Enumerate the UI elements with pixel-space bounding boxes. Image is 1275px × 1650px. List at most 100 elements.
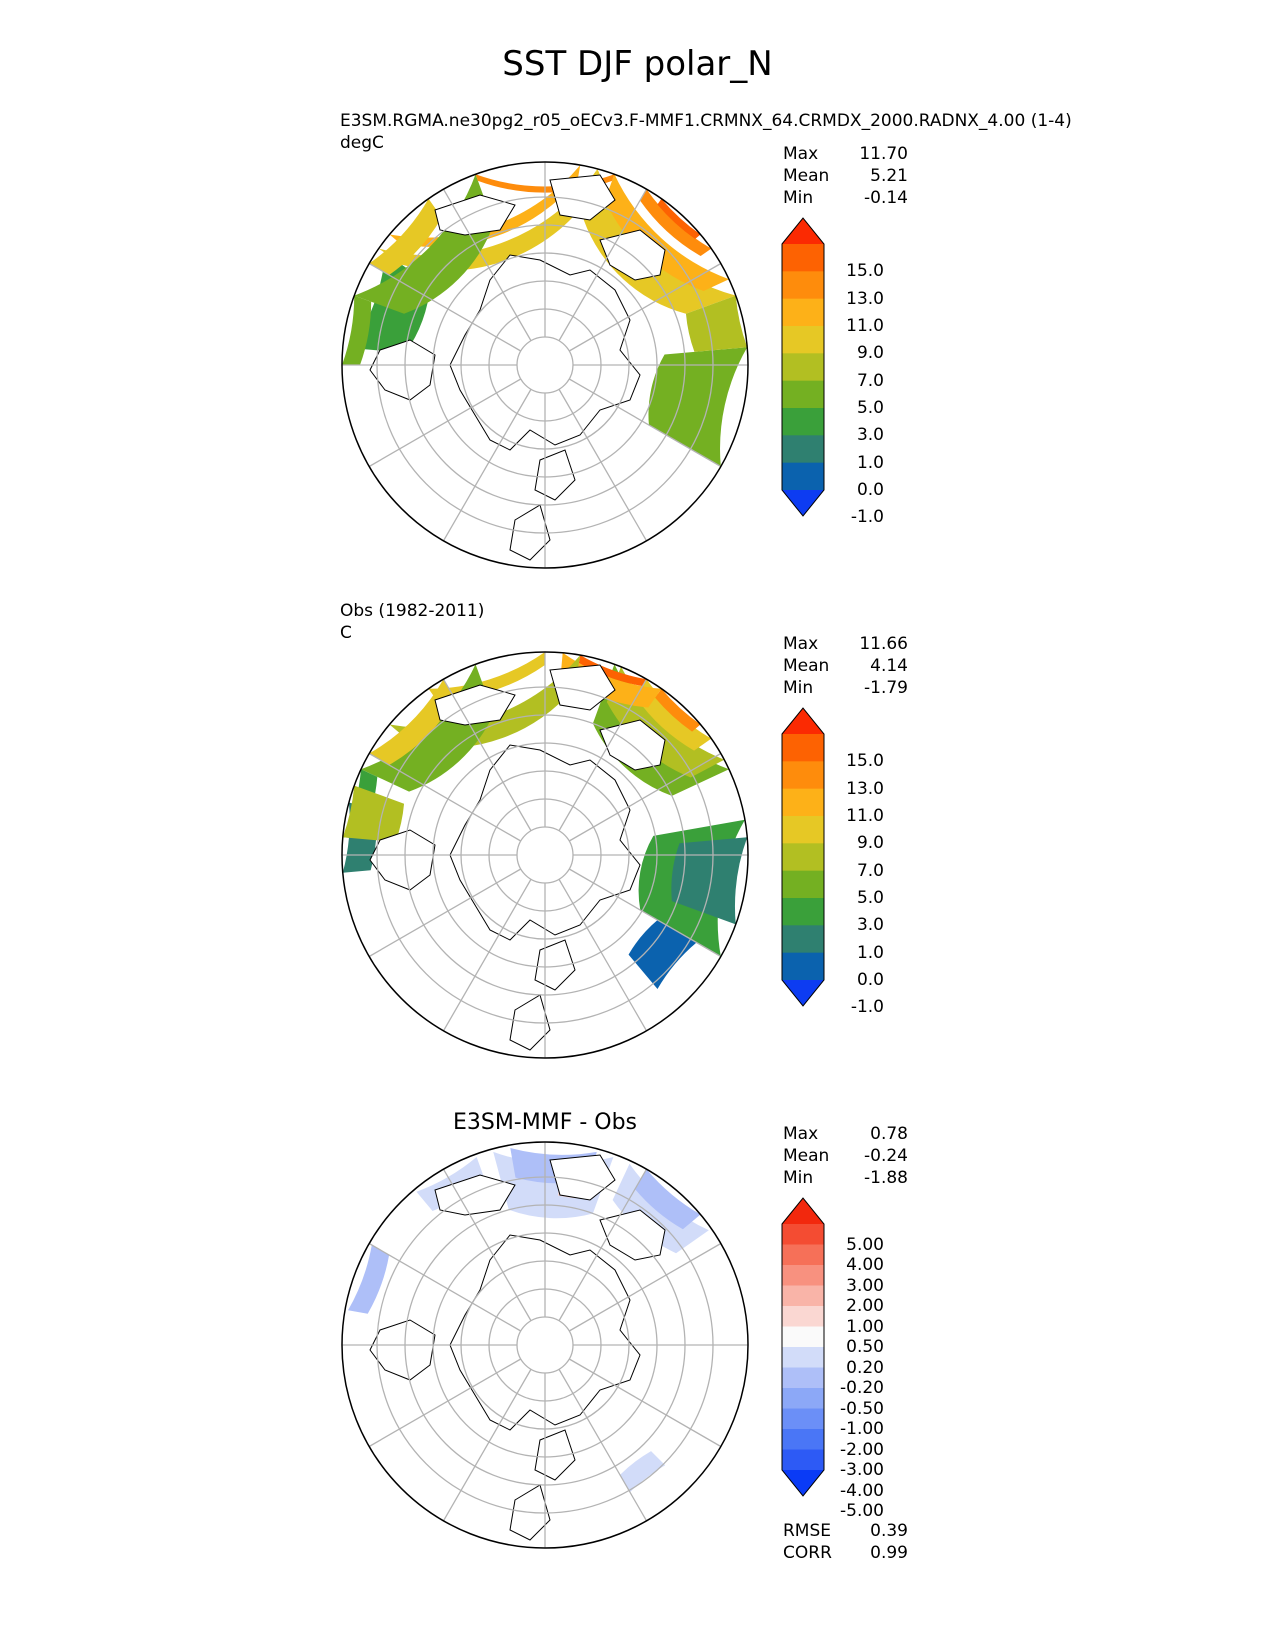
diff-colorbar-tick-label: -0.20 bbox=[840, 1378, 884, 1398]
obs-stat-mean-label: Mean bbox=[783, 656, 830, 676]
obs-meridian bbox=[368, 868, 522, 958]
diff-field-patch bbox=[416, 1157, 486, 1211]
model-colorbar-segment bbox=[782, 298, 824, 327]
model-graticule bbox=[342, 162, 748, 568]
obs-stat-min-value: -1.79 bbox=[864, 678, 908, 698]
obs-colorbar-extend-max bbox=[782, 708, 824, 734]
model-meridian bbox=[568, 262, 722, 352]
diff-colorbar-segment bbox=[782, 1265, 824, 1286]
obs-meridian bbox=[558, 678, 648, 832]
diff-stat-mean-label: Mean bbox=[783, 1146, 830, 1166]
obs-colorbar-tick-label: -1.0 bbox=[850, 997, 884, 1018]
model-colorbar-segment bbox=[782, 380, 824, 409]
model-colorbar-extend-max bbox=[782, 218, 824, 244]
model-colorbar-tick-label: 5.0 bbox=[856, 398, 884, 418]
obs-colorbar-tick-label: 0.0 bbox=[856, 970, 884, 990]
model-units-label: degC bbox=[340, 133, 384, 153]
model-stat-max-label: Max bbox=[783, 144, 819, 164]
model-colorbar-tick-label: 9.0 bbox=[856, 343, 884, 364]
diff-meridian bbox=[558, 1168, 648, 1322]
model-meridian bbox=[442, 188, 532, 342]
model-field-patch bbox=[685, 295, 748, 352]
obs-colorbar-segment bbox=[782, 843, 824, 872]
diff-colorbar-tick-label: 3.00 bbox=[846, 1275, 884, 1296]
model-colorbar-tick-label: 1.0 bbox=[856, 452, 884, 473]
obs-stat-max-label: Max bbox=[783, 634, 819, 654]
model-field-patch bbox=[354, 174, 494, 314]
model-meridian bbox=[558, 188, 648, 342]
obs-field-patch bbox=[655, 688, 701, 732]
obs-colorbar-outline bbox=[781, 707, 825, 1007]
obs-field-patch bbox=[671, 837, 748, 925]
diff-landmass bbox=[449, 1234, 641, 1431]
diff-colorbar-segment bbox=[782, 1388, 824, 1409]
model-landmass bbox=[369, 339, 436, 401]
diff-colorbar-segment bbox=[782, 1429, 824, 1450]
diff-colorbar-tick-label: 4.00 bbox=[846, 1255, 884, 1275]
obs-colorbar-extend-min bbox=[782, 980, 824, 1006]
model-landmass bbox=[549, 174, 616, 221]
diff-stat-max-value: 0.78 bbox=[870, 1124, 908, 1144]
obs-field-patch bbox=[369, 679, 455, 765]
model-colorbar-extend-min bbox=[782, 490, 824, 516]
model-colorbar-segment bbox=[782, 244, 824, 272]
diff-colorbar-segment bbox=[782, 1326, 824, 1348]
obs-label: Obs (1982-2011) bbox=[340, 601, 485, 621]
diff-map-boundary bbox=[341, 1141, 749, 1549]
diff-graticule bbox=[342, 1142, 748, 1548]
diff-stat-min-label: Min bbox=[783, 1168, 814, 1188]
diff-landmass bbox=[369, 1319, 436, 1381]
diff-colorbar-outline bbox=[781, 1197, 825, 1497]
obs-colorbar-segment bbox=[782, 816, 824, 844]
diff-meridian bbox=[558, 1368, 648, 1522]
obs-colorbar-tick-label: 3.0 bbox=[856, 915, 884, 936]
diff-colorbar-segment bbox=[782, 1244, 824, 1266]
diff-colorbar-tick-label: 0.50 bbox=[846, 1337, 884, 1357]
obs-colorbar-segment bbox=[782, 788, 824, 817]
diff-stat-max-label: Max bbox=[783, 1124, 819, 1144]
diff-colorbar-tick-label: -1.00 bbox=[840, 1419, 884, 1439]
model-meridian bbox=[558, 388, 648, 542]
model-stat-min-value: -0.14 bbox=[864, 188, 908, 208]
obs-meridian bbox=[568, 752, 722, 842]
diff-colorbar-tick-label: 5.00 bbox=[846, 1234, 884, 1255]
obs-colorbar-segment bbox=[782, 761, 824, 790]
obs-field-patch bbox=[560, 652, 662, 708]
diff-meridian bbox=[442, 1368, 532, 1522]
obs-meridian bbox=[568, 868, 722, 958]
diff-colorbar-segment bbox=[782, 1224, 824, 1245]
diff-colorbar-segment bbox=[782, 1347, 824, 1368]
obs-colorbar-tick-label: 15.0 bbox=[846, 751, 884, 772]
model-run-label: E3SM.RGMA.ne30pg2_r05_oECv3.F-MMF1.CRMNX… bbox=[340, 111, 1072, 131]
diff-colorbar-segment bbox=[782, 1306, 824, 1327]
diff-field-patch bbox=[620, 1451, 666, 1493]
diff-corr-label: CORR bbox=[783, 1543, 832, 1563]
model-field-patch bbox=[648, 347, 748, 467]
obs-stat-min-label: Min bbox=[783, 678, 814, 698]
model-colorbar-tick-label: 11.0 bbox=[846, 316, 884, 336]
obs-meridian bbox=[368, 752, 522, 842]
obs-landmass bbox=[369, 829, 436, 891]
model-landmass bbox=[449, 254, 641, 451]
diff-colorbar-segment bbox=[782, 1449, 824, 1471]
diff-colorbar-tick-label: -4.00 bbox=[840, 1480, 884, 1501]
diff-colorbar-tick-label: 2.00 bbox=[846, 1296, 884, 1316]
diff-landmass bbox=[549, 1154, 616, 1201]
model-meridian bbox=[568, 378, 722, 468]
obs-colorbar-tick-label: 1.0 bbox=[856, 942, 884, 963]
model-colorbar-tick-label: -1.0 bbox=[850, 507, 884, 528]
obs-colorbar-tick-label: 9.0 bbox=[856, 833, 884, 854]
obs-colorbar-segment bbox=[782, 870, 824, 899]
diff-field-patch bbox=[635, 1169, 701, 1230]
model-stat-mean-label: Mean bbox=[783, 166, 830, 186]
model-colorbar-segment bbox=[782, 462, 824, 491]
model-meridian bbox=[442, 388, 532, 542]
obs-graticule bbox=[342, 652, 748, 1058]
model-colorbar-segment bbox=[782, 435, 824, 464]
model-colorbar bbox=[781, 217, 825, 517]
obs-field-layer bbox=[342, 652, 748, 1058]
diff-meridian bbox=[368, 1242, 522, 1332]
obs-colorbar-segment bbox=[782, 898, 824, 926]
obs-units-label: C bbox=[340, 623, 352, 643]
diff-rmse-label: RMSE bbox=[783, 1521, 832, 1541]
